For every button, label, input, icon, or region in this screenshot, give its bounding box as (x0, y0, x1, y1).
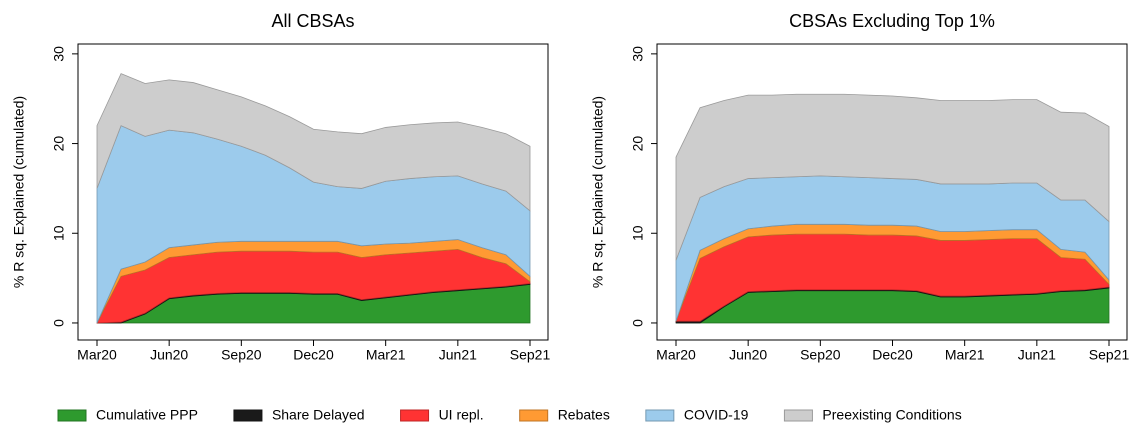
x-tick-label: Dec20 (293, 347, 334, 363)
legend-swatch (645, 409, 675, 422)
chart: All CBSAs % R sq. Explained (cumulated) 0 1… (11, 11, 551, 363)
chart-title: All CBSAs (271, 11, 354, 31)
area (96, 73, 531, 212)
y-tick-label: 20 (51, 136, 67, 152)
chart: CBSAs Excluding Top 1% % R sq. Explained … (590, 11, 1130, 363)
area (675, 93, 1110, 261)
y-tick-label: 0 (51, 319, 67, 327)
x-tick-label: Sep20 (221, 347, 262, 363)
legend-label: Cumulative PPP (96, 407, 198, 423)
legend: Cumulative PPP Share Delayed UI repl. Rebat… (57, 407, 962, 423)
legend-swatch (57, 409, 87, 422)
y-axis-label: % R sq. Explained (cumulated) (590, 96, 606, 288)
x-tick-label: Jun21 (439, 347, 477, 363)
legend-label: COVID-19 (684, 407, 749, 423)
y-tick-label: 10 (51, 225, 67, 241)
legend-swatch (519, 409, 549, 422)
legend-swatch (233, 409, 263, 422)
y-tick-label: 20 (630, 136, 646, 152)
y-axis-label: % R sq. Explained (cumulated) (11, 96, 27, 288)
y-tick-label: 30 (630, 46, 646, 62)
y-tick-label: 0 (630, 319, 646, 327)
x-tick-label: Mar20 (656, 347, 696, 363)
x-tick-label: Mar21 (366, 347, 406, 363)
x-tick-label: Jun21 (1018, 347, 1056, 363)
legend-label: Share Delayed (272, 407, 365, 423)
chart-title: CBSAs Excluding Top 1% (789, 11, 995, 31)
legend-swatch (400, 409, 430, 422)
y-tick-label: 10 (630, 225, 646, 241)
legend-label: Preexisting Conditions (822, 407, 961, 423)
x-tick-label: Sep21 (510, 347, 551, 363)
legend-label: UI repl. (439, 407, 484, 423)
x-tick-label: Jun20 (729, 347, 767, 363)
x-tick-label: Dec20 (872, 347, 913, 363)
y-tick-label: 30 (51, 46, 67, 62)
x-tick-label: Mar20 (77, 347, 117, 363)
legend-swatch (783, 409, 813, 422)
x-tick-label: Sep21 (1089, 347, 1130, 363)
x-tick-label: Mar21 (945, 347, 985, 363)
legend-label: Rebates (558, 407, 610, 423)
x-tick-label: Jun20 (150, 347, 188, 363)
x-tick-label: Sep20 (800, 347, 841, 363)
